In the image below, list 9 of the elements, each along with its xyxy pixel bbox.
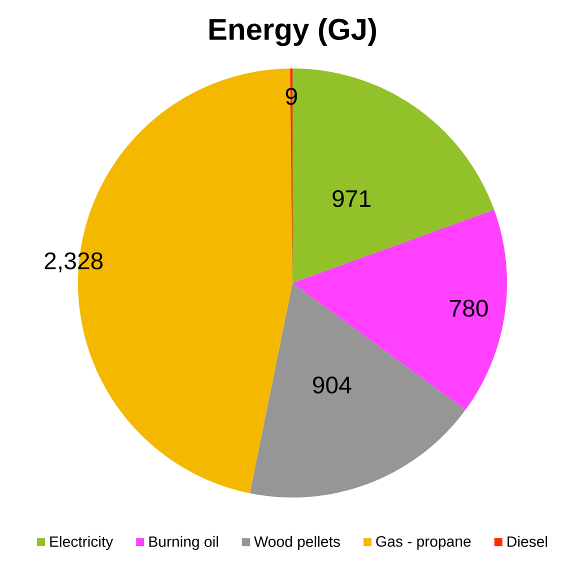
data-label: 904: [313, 376, 352, 394]
legend-label: Gas - propane: [376, 536, 471, 550]
legend-label: Diesel: [508, 536, 548, 547]
chart-title: Energy (GJ): [209, 18, 376, 46]
legend-label: Electricity: [50, 536, 114, 550]
data-label: 971: [332, 190, 370, 208]
data-label: 780: [450, 300, 488, 317]
legend-label: Wood pellets: [254, 536, 340, 550]
legend-label: Burning oil: [149, 536, 218, 550]
